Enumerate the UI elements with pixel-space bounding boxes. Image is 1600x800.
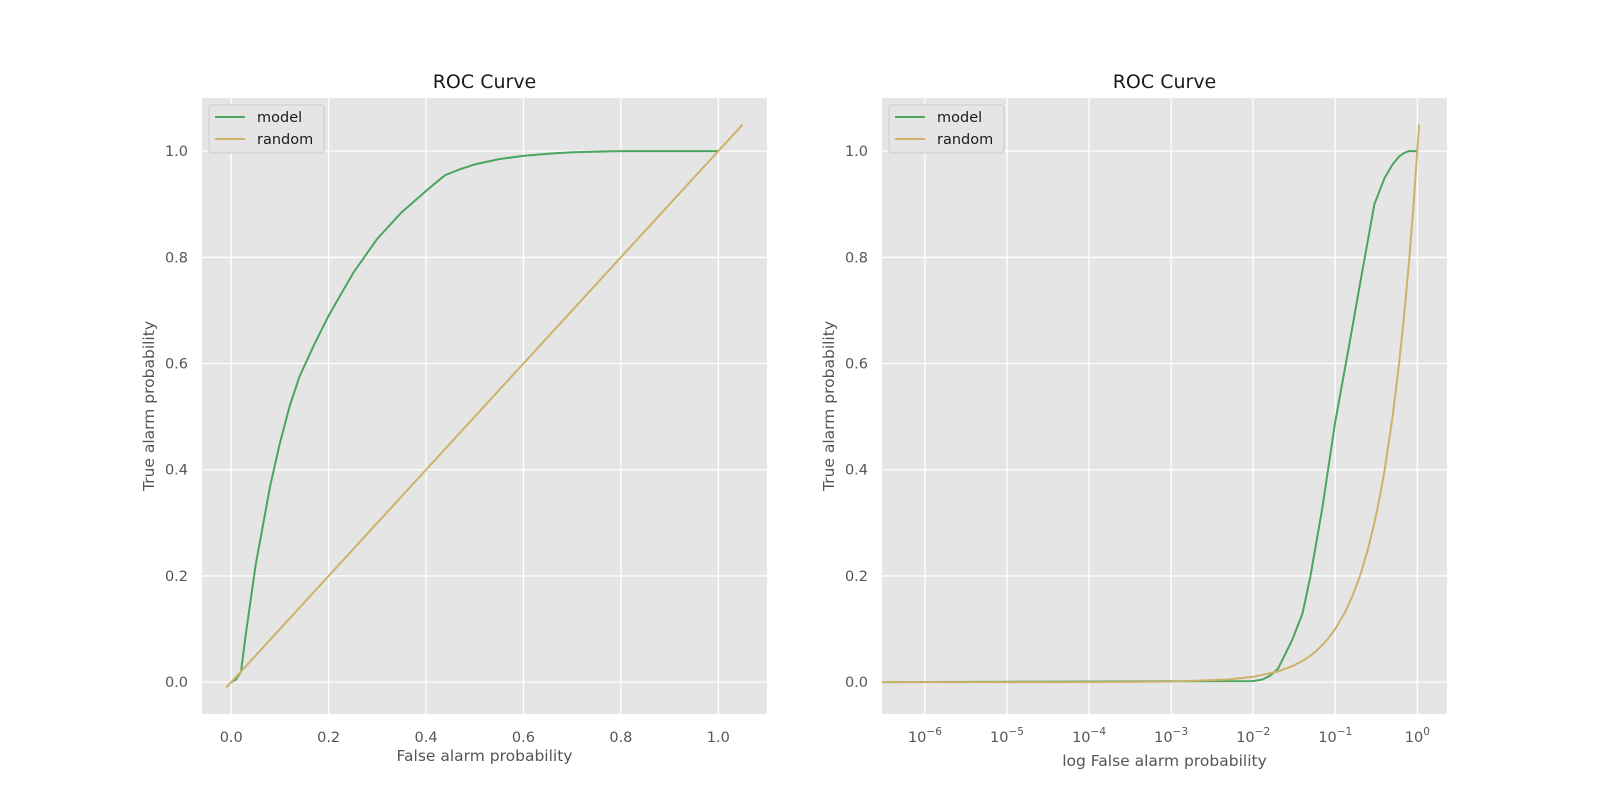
x-tick-label: 10−1 — [1318, 726, 1352, 746]
series-lines — [881, 124, 1421, 684]
series-line-model — [230, 150, 719, 683]
legend-label-random: random — [257, 132, 313, 148]
y-tick-label: 0.8 — [165, 250, 188, 266]
series-line-random — [225, 123, 744, 689]
x-tick-label: 1.0 — [707, 730, 730, 746]
y-tick-labels: 0.0 0.2 0.4 0.6 0.8 1.0 — [165, 144, 188, 691]
x-axis-label: log False alarm probability — [1062, 752, 1267, 770]
grid-lines — [202, 98, 767, 714]
legend-label-model: model — [937, 110, 982, 126]
legend-label-model: model — [257, 110, 302, 126]
x-tick-label: 10−6 — [908, 726, 942, 746]
x-tick-label: 0.2 — [317, 730, 340, 746]
x-tick-labels: 0.0 0.2 0.4 0.6 0.8 1.0 — [220, 730, 730, 746]
x-tick-label: 0.4 — [415, 730, 438, 746]
y-tick-label: 0.6 — [165, 357, 188, 373]
y-tick-label: 0.8 — [845, 250, 868, 266]
x-tick-label: 100 — [1405, 726, 1430, 746]
y-axis-label: True alarm probability — [140, 321, 158, 492]
y-tick-label: 0.4 — [845, 463, 868, 479]
axes-background — [882, 98, 1447, 714]
x-tick-label: 10−3 — [1154, 726, 1188, 746]
series-lines — [225, 123, 744, 689]
y-tick-label: 0.2 — [845, 569, 868, 585]
y-tick-label: 0.0 — [165, 675, 188, 691]
y-tick-label: 0.4 — [165, 463, 188, 479]
x-tick-label: 10−2 — [1236, 726, 1270, 746]
legend: model random — [208, 104, 325, 154]
x-tick-label: 10−4 — [1072, 726, 1106, 746]
x-tick-label: 10−5 — [990, 726, 1024, 746]
chart-title: ROC Curve — [1113, 71, 1217, 93]
series-line-random — [882, 124, 1421, 684]
x-tick-label: 0.0 — [220, 730, 243, 746]
y-tick-label: 0.2 — [165, 569, 188, 585]
x-tick-label: 0.6 — [512, 730, 535, 746]
y-tick-labels: 0.0 0.2 0.4 0.6 0.8 1.0 — [845, 144, 868, 691]
y-tick-label: 0.6 — [845, 357, 868, 373]
left-panel: 0.0 0.2 0.4 0.6 0.8 1.0 0.0 0.2 0.4 0.6 0.8 1.0 RO… — [140, 71, 767, 765]
x-tick-label: 0.8 — [609, 730, 632, 746]
legend: model random — [888, 104, 1005, 154]
y-axis-label: True alarm probability — [820, 321, 838, 492]
y-tick-label: 0.0 — [845, 675, 868, 691]
y-tick-label: 1.0 — [165, 144, 188, 160]
chart-title: ROC Curve — [433, 71, 537, 93]
y-tick-label: 1.0 — [845, 144, 868, 160]
right-panel: 10−6 10−5 10−4 10−3 10−2 10−1 100 0.0 0.2 0.4 0.6… — [820, 71, 1447, 770]
x-tick-labels: 10−6 10−5 10−4 10−3 10−2 10−1 100 — [908, 726, 1430, 746]
legend-label-random: random — [937, 132, 993, 148]
x-axis-label: False alarm probability — [397, 747, 573, 765]
